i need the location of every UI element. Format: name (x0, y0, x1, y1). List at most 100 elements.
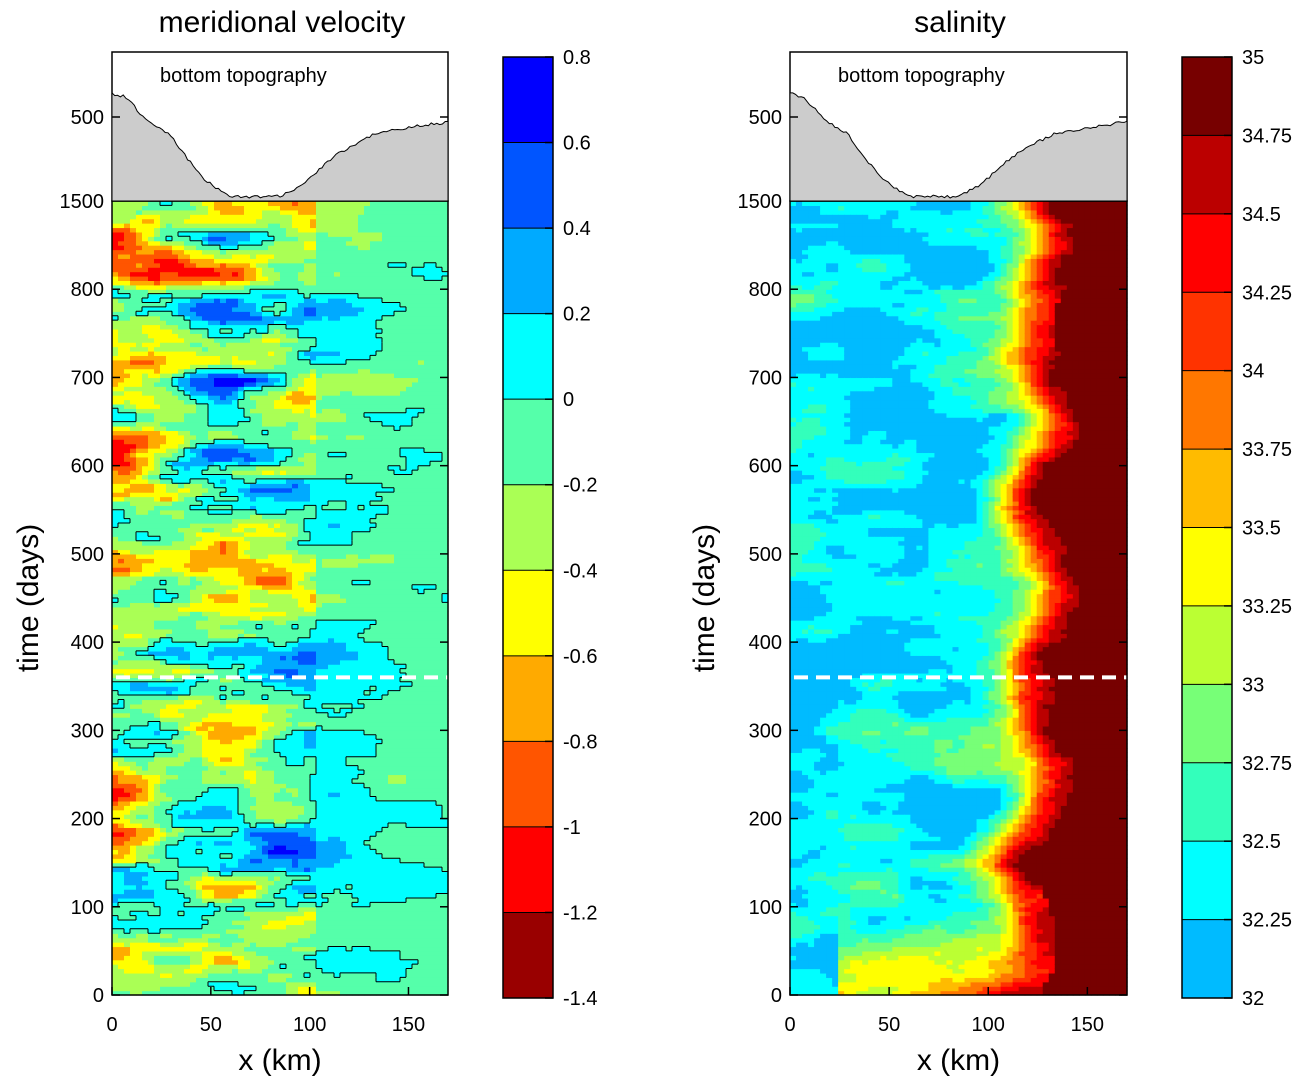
heatmap-cell (250, 545, 257, 551)
heatmap-cell (268, 311, 275, 317)
heatmap-cell (220, 302, 227, 308)
heatmap-cell (226, 395, 233, 401)
heatmap-cell (250, 470, 257, 476)
heatmap-cell (124, 880, 131, 886)
heatmap-cell (268, 893, 275, 899)
heatmap-cell (172, 981, 179, 987)
heatmap-cell (268, 783, 275, 789)
heatmap-cell (142, 964, 149, 970)
heatmap-cell (178, 439, 185, 445)
heatmap-cell (130, 809, 137, 815)
heatmap-cell (148, 417, 155, 423)
heatmap-cell (148, 783, 155, 789)
heatmap-cell (166, 933, 173, 939)
heatmap-cell (226, 836, 233, 842)
heatmap-cell (184, 933, 191, 939)
heatmap-cell (190, 800, 197, 806)
heatmap-cell (250, 822, 257, 828)
heatmap-cell (196, 606, 203, 612)
heatmap-cell (142, 214, 149, 220)
heatmap-cell (136, 809, 143, 815)
heatmap-cell (274, 417, 281, 423)
heatmap-cell (184, 359, 191, 365)
heatmap-cell (148, 695, 155, 701)
heatmap-cell (154, 284, 161, 290)
heatmap-cell (208, 977, 215, 983)
heatmap-cell (232, 734, 239, 740)
heatmap-cell (220, 875, 227, 881)
heatmap-cell (160, 589, 167, 595)
heatmap-cell (202, 258, 209, 264)
heatmap-cell (184, 972, 191, 978)
heatmap-cell (136, 320, 143, 326)
heatmap-cell (142, 637, 149, 643)
heatmap-cell (208, 712, 215, 718)
heatmap-cell (130, 258, 137, 264)
heatmap-cell (202, 593, 209, 599)
heatmap-cell (262, 633, 269, 639)
heatmap-cell (232, 867, 239, 873)
heatmap-cell (118, 765, 125, 771)
heatmap-cell (160, 408, 167, 414)
heatmap-cell (154, 328, 161, 334)
heatmap-cell (130, 606, 137, 612)
heatmap-cell (232, 990, 239, 996)
heatmap-cell (238, 399, 245, 405)
heatmap-cell (130, 902, 137, 908)
heatmap-cell (136, 302, 143, 308)
heatmap-cell (136, 677, 143, 683)
heatmap-cell (142, 783, 149, 789)
heatmap-cell (136, 249, 143, 255)
heatmap-cell (244, 977, 251, 983)
heatmap-cell (208, 245, 215, 251)
heatmap-cell (130, 946, 137, 952)
heatmap-cell (166, 275, 173, 281)
heatmap-cell (220, 368, 227, 374)
heatmap-cell (274, 593, 281, 599)
heatmap-cell (214, 209, 221, 215)
heatmap-cell (166, 703, 173, 709)
heatmap-cell (214, 562, 221, 568)
heatmap-cell (142, 496, 149, 502)
heatmap-cell (232, 761, 239, 767)
heatmap-cell (124, 884, 131, 890)
heatmap-cell (112, 880, 119, 886)
heatmap-cell (178, 271, 185, 277)
heatmap-cell (202, 752, 209, 758)
heatmap-cell (220, 725, 227, 731)
heatmap-cell (196, 642, 203, 648)
heatmap-cell (262, 456, 269, 462)
heatmap-cell (250, 500, 257, 506)
heatmap-cell (190, 589, 197, 595)
heatmap-cell (172, 946, 179, 952)
heatmap-cell (196, 412, 203, 418)
heatmap-cell (118, 739, 125, 745)
heatmap-cell (190, 681, 197, 687)
heatmap-cell (160, 853, 167, 859)
heatmap-cell (208, 395, 215, 401)
heatmap-cell (196, 443, 203, 449)
heatmap-cell (232, 695, 239, 701)
heatmap-cell (136, 787, 143, 793)
heatmap-cell (226, 822, 233, 828)
heatmap-cell (118, 333, 125, 339)
heatmap-cell (160, 337, 167, 343)
heatmap-cell (202, 545, 209, 551)
heatmap-cell (226, 562, 233, 568)
heatmap-cell (238, 668, 245, 674)
heatmap-cell (190, 725, 197, 731)
heatmap-cell (112, 575, 119, 581)
heatmap-cell (190, 875, 197, 881)
heatmap-cell (118, 430, 125, 436)
heatmap-cell (130, 474, 137, 480)
heatmap-cell (178, 536, 185, 542)
heatmap-cell (214, 615, 221, 621)
heatmap-cell (160, 637, 167, 643)
heatmap-cell (112, 972, 119, 978)
heatmap-cell (118, 425, 125, 431)
heatmap-cell (214, 311, 221, 317)
heatmap-cell (142, 871, 149, 877)
heatmap-cell (112, 465, 119, 471)
heatmap-cell (112, 677, 119, 683)
